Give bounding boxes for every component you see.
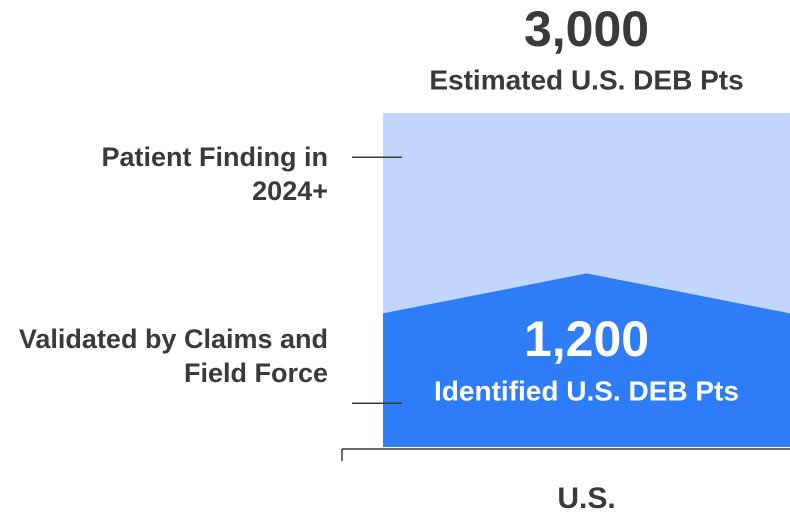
total-label: 3,000 (524, 1, 649, 57)
x-tick-label: U.S. (557, 482, 615, 515)
total-caption: Estimated U.S. DEB Pts (429, 64, 743, 95)
value-caption: Identified U.S. DEB Pts (434, 375, 739, 406)
legend-label: Validated by Claims and Field Force (18, 324, 328, 388)
value-label: 1,200 (524, 311, 649, 367)
bar-segment (383, 113, 790, 314)
bar-segment (383, 273, 790, 447)
legend-label: Patient Finding in 2024+ (101, 142, 328, 206)
